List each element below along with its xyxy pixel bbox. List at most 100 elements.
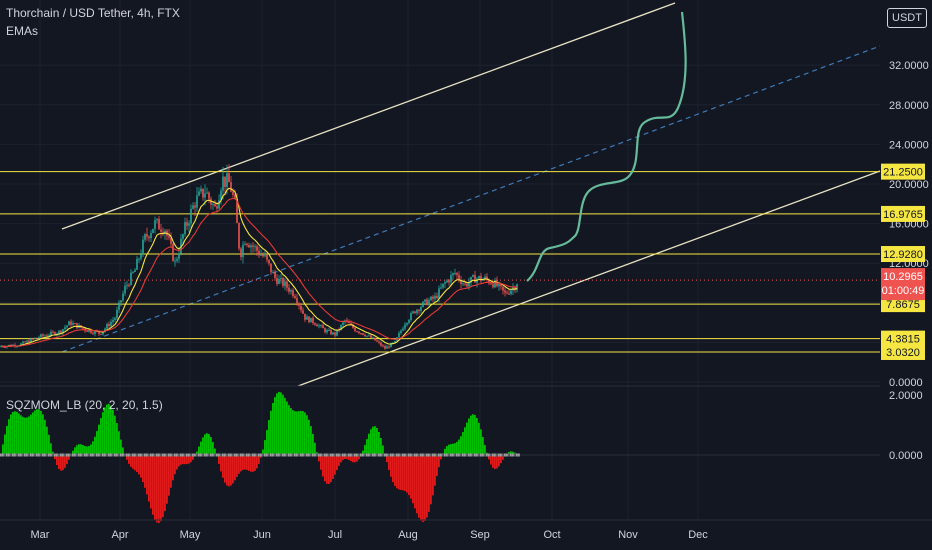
histogram-bar — [402, 455, 404, 491]
squeeze-dot — [500, 453, 502, 457]
squeeze-dot — [48, 453, 50, 457]
candle-body — [326, 330, 328, 333]
histogram-bar — [142, 455, 144, 483]
histogram-bar — [488, 455, 490, 460]
candle-body — [490, 283, 492, 285]
histogram-bar — [376, 427, 378, 455]
squeeze-dot — [92, 453, 94, 457]
candle-body — [504, 290, 506, 293]
histogram-bar — [430, 455, 432, 505]
histogram-bar — [206, 433, 208, 455]
histogram-bar — [228, 455, 230, 487]
histogram-bar — [332, 455, 334, 479]
histogram-bar — [84, 445, 86, 455]
squeeze-dot — [364, 453, 366, 457]
squeeze-dot — [250, 453, 252, 457]
candle-body — [254, 246, 256, 248]
candle-body — [114, 318, 116, 320]
histogram-bar — [224, 455, 226, 483]
histogram-bar — [496, 455, 498, 469]
candle-body — [218, 200, 220, 209]
squeeze-dot — [310, 453, 312, 457]
histogram-bar — [66, 455, 68, 465]
histogram-bar — [16, 411, 18, 455]
candle-body — [502, 286, 504, 291]
squeeze-dot — [348, 453, 350, 457]
histogram-bar — [80, 444, 82, 455]
histogram-bar — [238, 455, 240, 474]
histogram-bar — [434, 455, 436, 486]
squeeze-dot — [496, 453, 498, 457]
squeeze-dot — [60, 453, 62, 457]
candle-body — [494, 279, 496, 288]
squeeze-dot — [486, 453, 488, 457]
squeeze-dot — [120, 453, 122, 457]
candle-body — [160, 229, 162, 232]
squeeze-dot — [372, 453, 374, 457]
candle-body — [58, 330, 60, 334]
histogram-bar — [476, 417, 478, 455]
histogram-bar — [56, 455, 58, 465]
histogram-bar — [272, 403, 274, 455]
squeeze-dot — [58, 453, 60, 457]
squeeze-dot — [206, 453, 208, 457]
squeeze-dot — [390, 453, 392, 457]
candle-body — [466, 283, 468, 287]
squeeze-dot — [474, 453, 476, 457]
candle-body — [192, 205, 194, 209]
histogram-bar — [22, 416, 24, 455]
histogram-bar — [292, 410, 294, 455]
squeeze-dot — [334, 453, 336, 457]
histogram-bar — [264, 440, 266, 455]
squeeze-dot — [458, 453, 460, 457]
squeeze-dot — [62, 453, 64, 457]
squeeze-dot — [26, 453, 28, 457]
histogram-bar — [150, 455, 152, 509]
squeeze-dot — [446, 453, 448, 457]
histogram-bar — [130, 455, 132, 467]
squeeze-dot — [358, 453, 360, 457]
squeeze-dot — [490, 453, 492, 457]
candle-body — [454, 273, 456, 275]
candle-body — [336, 329, 338, 336]
histogram-bar — [60, 455, 62, 471]
histogram-bar — [186, 455, 188, 465]
histogram-bar — [334, 455, 336, 475]
candle-body — [162, 231, 164, 235]
ema-slow-line — [1, 197, 518, 347]
histogram-bar — [426, 455, 428, 518]
histogram-bar — [340, 455, 342, 463]
histogram-bar — [134, 455, 136, 471]
candle-body — [70, 321, 72, 325]
candle-body — [50, 331, 52, 336]
squeeze-dot — [212, 453, 214, 457]
candle-body — [484, 276, 486, 279]
candle-body — [142, 239, 144, 255]
candle-body — [414, 311, 416, 314]
histogram-bar — [198, 446, 200, 455]
histogram-bar — [210, 436, 212, 455]
squeeze-dot — [376, 453, 378, 457]
histogram-bar — [12, 411, 14, 455]
histogram-bar — [390, 455, 392, 477]
channel-lower-line — [297, 170, 881, 387]
histogram-bar — [256, 455, 258, 469]
currency-badge[interactable]: USDT — [887, 8, 927, 28]
histogram-bar — [296, 411, 298, 455]
candle-body — [152, 228, 154, 233]
squeeze-dot — [192, 453, 194, 457]
histogram-bar — [166, 455, 168, 504]
squeeze-dot — [54, 453, 56, 457]
squeeze-dot — [382, 453, 384, 457]
candle-body — [434, 295, 436, 299]
histogram-bar — [448, 444, 450, 455]
histogram-bar — [432, 455, 434, 496]
candle-body — [358, 331, 360, 334]
candle-body — [290, 290, 292, 292]
histogram-bar — [392, 455, 394, 483]
squeeze-dot — [230, 453, 232, 457]
candle-body — [288, 287, 290, 292]
histogram-bar — [24, 417, 26, 455]
squeeze-dot — [16, 453, 18, 457]
